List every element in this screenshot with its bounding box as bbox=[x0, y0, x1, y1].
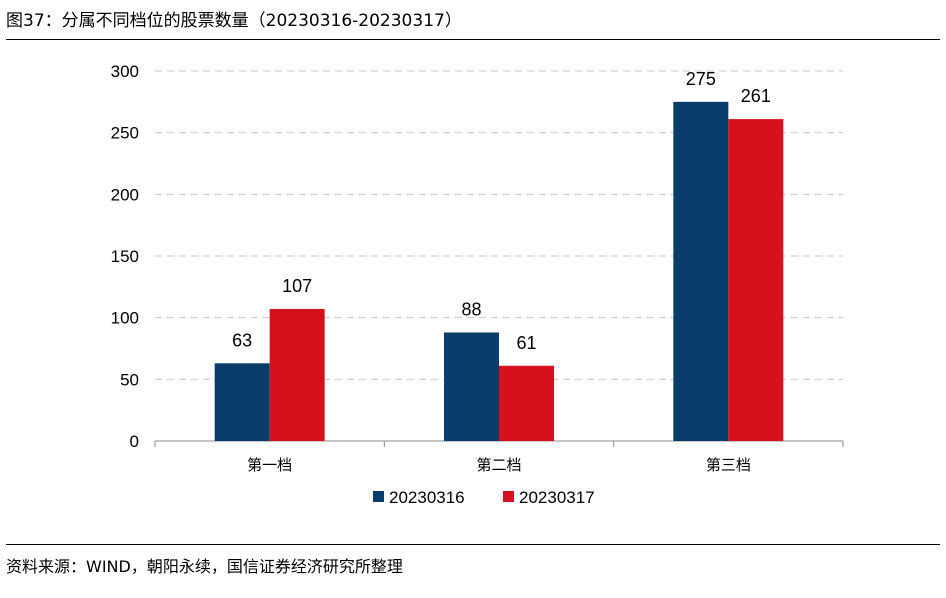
data-label: 63 bbox=[232, 330, 252, 350]
category-label: 第二档 bbox=[476, 456, 521, 474]
data-label: 88 bbox=[461, 299, 481, 319]
legend-swatch bbox=[373, 491, 384, 502]
legend-label: 20230316 bbox=[389, 488, 465, 507]
bar bbox=[728, 119, 784, 441]
title-divider bbox=[6, 39, 940, 40]
data-label: 107 bbox=[282, 276, 312, 296]
y-tick-label: 100 bbox=[111, 309, 139, 328]
y-tick-label: 0 bbox=[130, 432, 139, 451]
bar bbox=[444, 332, 499, 441]
y-tick-label: 150 bbox=[111, 247, 139, 266]
category-label: 第三档 bbox=[706, 456, 751, 474]
y-tick-label: 50 bbox=[120, 370, 139, 389]
source-divider bbox=[6, 544, 940, 545]
y-tick-label: 300 bbox=[111, 62, 139, 81]
data-label: 261 bbox=[741, 86, 771, 106]
bar bbox=[214, 363, 270, 441]
bar bbox=[673, 101, 729, 441]
category-label: 第一档 bbox=[247, 456, 292, 474]
figure-title: 图37：分属不同档位的股票数量（20230316-20230317） bbox=[6, 11, 462, 31]
data-label: 275 bbox=[686, 69, 716, 89]
data-label: 61 bbox=[516, 333, 536, 353]
bar bbox=[499, 365, 554, 441]
y-tick-label: 200 bbox=[111, 185, 139, 204]
legend-swatch bbox=[503, 491, 514, 502]
legend-label: 20230317 bbox=[519, 488, 595, 507]
bar bbox=[269, 309, 325, 441]
source-note: 资料来源：WIND，朝阳永续，国信证券经济研究所整理 bbox=[6, 557, 403, 576]
y-tick-label: 250 bbox=[111, 124, 139, 143]
